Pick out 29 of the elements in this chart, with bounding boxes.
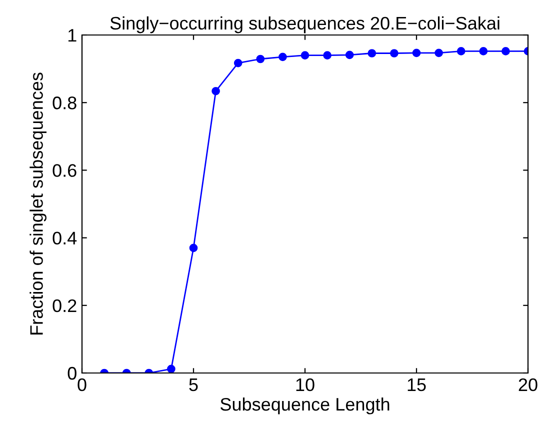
point bbox=[234, 58, 242, 68]
y-tick-label: 0.8 bbox=[52, 96, 76, 110]
point bbox=[412, 48, 421, 58]
point bbox=[278, 52, 287, 62]
point bbox=[434, 48, 443, 58]
y-tick-label: 0.4 bbox=[52, 232, 77, 245]
y-tick-label: 1 bbox=[68, 29, 76, 42]
point bbox=[323, 51, 332, 60]
chart-title: Singly−occurring subsequences 20.E−coli−Sakai bbox=[110, 16, 500, 34]
x-tick-label: 20 bbox=[518, 378, 538, 392]
x-tick-label: 15 bbox=[408, 378, 426, 392]
point bbox=[212, 86, 220, 96]
y-axis-title: Fraction of singlet subsequences bbox=[30, 72, 46, 334]
point bbox=[479, 47, 488, 56]
y-tick-label: 0.2 bbox=[52, 299, 76, 312]
x-tick-label: 5 bbox=[189, 378, 198, 392]
point bbox=[502, 47, 510, 56]
x-axis-title: Subsequence Length bbox=[220, 397, 390, 414]
point bbox=[189, 244, 198, 252]
point bbox=[368, 49, 376, 58]
x-tick-label: 0 bbox=[78, 378, 86, 392]
point bbox=[456, 47, 466, 56]
y-tick-label: 0.6 bbox=[52, 164, 76, 177]
point bbox=[345, 50, 354, 60]
x-tick-label: 10 bbox=[296, 378, 314, 392]
y-tick-label: 0 bbox=[68, 366, 76, 380]
point bbox=[390, 49, 398, 58]
point bbox=[256, 54, 265, 64]
point bbox=[300, 51, 310, 60]
